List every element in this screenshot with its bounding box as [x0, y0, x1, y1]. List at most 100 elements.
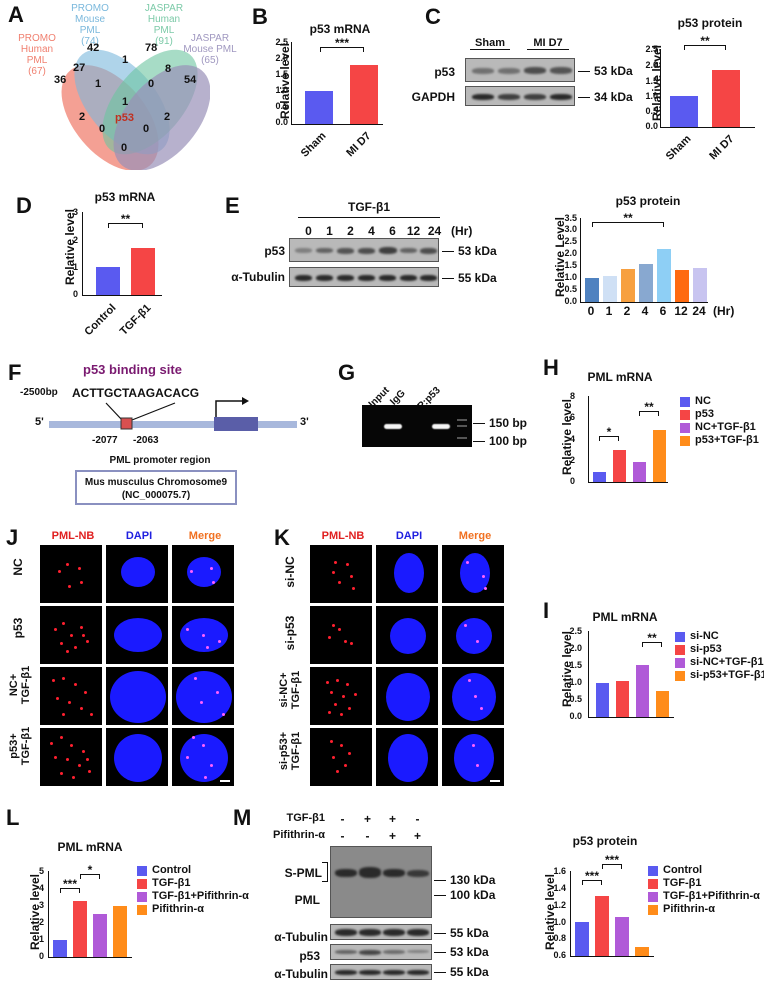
legend-label: si-p53+TGF-β1 [690, 669, 764, 681]
hour-label: 4 [368, 224, 375, 238]
row-label-line: TGF-β1 [20, 726, 32, 766]
venn-region: 1 [122, 96, 129, 108]
column-label-merge: Merge [458, 530, 492, 542]
venn-set-promo-mouse: PROMO Mouse PML (74) [65, 3, 115, 47]
panel-label-b: B [252, 4, 268, 29]
y-tick: 1.5 [569, 660, 582, 670]
x-axis [82, 295, 162, 296]
sign: + [363, 812, 371, 826]
y-axis [588, 396, 589, 482]
significance-label: *** [584, 869, 599, 883]
significance-label: * [606, 425, 612, 439]
x-tick: MI D7 [707, 133, 737, 163]
micrograph-merge-nc-tgf [172, 667, 234, 725]
promoter-start: -2500bp [20, 387, 58, 398]
row-label-line: si-NC+ [278, 672, 290, 708]
scale-bar [490, 780, 500, 782]
mw-marker: 150 bp [473, 416, 527, 430]
row-label-line: NC+ [8, 673, 20, 697]
significance-bracket [592, 222, 664, 227]
venn-set-promo-human: PROMO Human PML (67) [12, 33, 62, 77]
micrograph-dapi-si-nc-tgf [376, 667, 438, 725]
bar-tgf-pifithrin [615, 917, 629, 956]
y-axis-label: Relative level [278, 42, 292, 120]
y-tick: 2 [569, 455, 575, 465]
legend-swatch [648, 891, 658, 902]
chromosome-box: Mus musculus Chromosome9 (NC_000075.7) [75, 470, 237, 505]
legend-swatch [680, 409, 690, 420]
significance-label: ** [700, 34, 710, 48]
panel-label-g: G [338, 360, 356, 385]
significance-bracket [108, 223, 143, 228]
promoter-region-label: PML promoter region [109, 455, 211, 466]
bar-tgf-b1 [73, 901, 87, 957]
bar-pifithrin [113, 906, 127, 957]
legend-label: Pifithrin-α [152, 903, 204, 915]
sign: - [415, 812, 420, 826]
micrograph-dapi-si-p53 [376, 606, 438, 664]
bar-4h [639, 264, 653, 302]
bar-2h [621, 269, 635, 302]
venn-set-jaspar-human: JASPAR Human PML (91) [137, 3, 191, 47]
y-tick: 2.0 [645, 60, 658, 70]
venn-region: 36 [54, 74, 67, 86]
x-tick: 1 [605, 304, 613, 318]
y-tick: 2 [38, 917, 44, 927]
set-name: Human PML [20, 44, 54, 66]
micrograph-merge-p53-tgf [172, 728, 234, 786]
micrograph-merge-si-nc [442, 545, 504, 603]
x-tick: 4 [641, 304, 649, 318]
y-tick: 0.0 [564, 296, 577, 306]
blot-row-label: α-Tubulin [274, 967, 328, 981]
legend-swatch [648, 904, 658, 915]
micrograph-pml-si-p53-tgf [310, 728, 372, 786]
y-axis [48, 871, 49, 957]
y-axis [82, 212, 83, 295]
row-label: si-NC [283, 556, 297, 588]
chart-title: PML mRNA [57, 840, 123, 854]
legend-label: si-NC+TGF-β1 [690, 656, 764, 668]
venn-set-jaspar-mouse: JASPAR Mouse PML (65) [183, 33, 237, 66]
x-tick: 0 [587, 304, 595, 318]
set-name: JASPAR [190, 33, 230, 44]
mw-marker: 130 kDa [434, 873, 495, 887]
y-axis [291, 42, 292, 124]
legend-swatch [648, 878, 658, 889]
micrograph-dapi-si-p53-tgf [376, 728, 438, 786]
legend-item: Pifithrin-α [648, 903, 760, 916]
panel-label-m: M [233, 805, 252, 830]
significance-label: ** [120, 212, 131, 226]
three-prime: 3' [300, 416, 309, 428]
venn-region: 1 [122, 54, 129, 66]
x-tick: 24 [692, 304, 706, 318]
significance-label: *** [334, 36, 349, 50]
western-blot-tubulin [289, 267, 439, 287]
bar-tgf-pifithrin [93, 914, 107, 957]
legend-item: TGF-β1 [648, 877, 760, 890]
legend-i: si-NC si-p53 si-NC+TGF-β1 si-p53+TGF-β1 [675, 630, 764, 682]
micrograph-merge-nc [172, 545, 234, 603]
bar-nc-tgf [633, 462, 646, 482]
y-axis [570, 871, 571, 956]
legend-item: si-NC [675, 630, 764, 643]
legend-swatch [648, 865, 658, 876]
y-tick: 1 [72, 262, 78, 272]
legend-m: Control TGF-β1 TGF-β1+Pifithrin-α Pifith… [648, 864, 760, 916]
legend-label: p53+TGF-β1 [695, 434, 759, 446]
column-label-dapi: DAPI [125, 530, 153, 542]
x-axis [570, 956, 654, 957]
venn-region: 8 [165, 63, 172, 75]
legend-item: NC [680, 395, 759, 408]
y-tick: 1.0 [275, 85, 288, 95]
micrograph-pml-si-nc-tgf [310, 667, 372, 725]
set-name: PROMO [18, 33, 56, 44]
bar-p53 [613, 450, 626, 482]
venn-region: 27 [73, 62, 86, 74]
tgf-signs: - + + - [330, 812, 430, 826]
promoter-diagram [49, 397, 297, 431]
x-tick: Sham [298, 130, 329, 160]
legend-label: TGF-β1 [663, 877, 702, 889]
y-tick: 3.5 [564, 213, 577, 223]
micrograph-merge-si-nc-tgf [442, 667, 504, 725]
significance-bracket [320, 47, 364, 52]
